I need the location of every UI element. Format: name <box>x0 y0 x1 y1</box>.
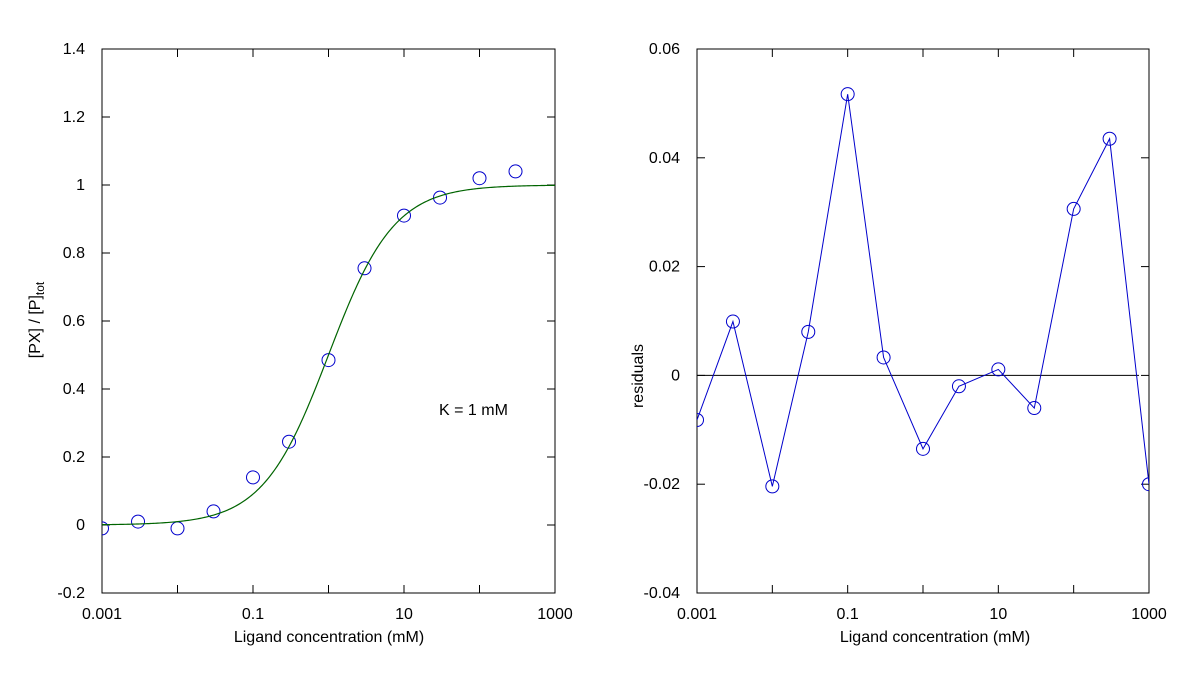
data-point <box>206 504 221 519</box>
x-tick-label: 1000 <box>537 606 573 623</box>
x-tick-label: 0.001 <box>677 606 717 623</box>
plot-frame <box>696 48 1150 594</box>
x-tick-label: 10 <box>989 606 1007 623</box>
left-y-axis-title-main: [PX] / [P] <box>27 295 44 358</box>
data-point <box>170 521 185 536</box>
y-tick-label: 0.2 <box>63 449 85 466</box>
data-point <box>357 261 372 276</box>
left-y-axis-title-sub: tot <box>33 281 47 295</box>
y-tick-label: 0.02 <box>649 259 680 276</box>
y-tick-label: 0.6 <box>63 313 85 330</box>
x-tick-label: 0.001 <box>82 606 122 623</box>
y-tick-label: 0 <box>76 517 85 534</box>
data-point <box>472 171 487 186</box>
x-tick-label: 1000 <box>1131 606 1167 623</box>
y-tick-label: 1 <box>76 177 85 194</box>
fit-curve <box>102 184 555 526</box>
data-point <box>282 434 297 449</box>
y-tick-label: 0.4 <box>63 381 85 398</box>
data-point <box>991 362 1006 377</box>
y-tick-label: 0.06 <box>649 41 680 58</box>
data-point <box>697 413 704 428</box>
left-y-axis-title: [PX] / [P]tot <box>27 281 47 358</box>
right-x-axis-title: Ligand concentration (mM) <box>840 629 1030 646</box>
data-point <box>1066 201 1081 216</box>
plot-area <box>102 164 555 536</box>
residual-line <box>697 94 1149 487</box>
x-tick-label: 0.1 <box>837 606 859 623</box>
data-point <box>508 164 523 179</box>
data-point <box>916 441 930 456</box>
x-tick-label: 10 <box>395 606 413 623</box>
data-point <box>765 479 780 494</box>
plot-frame <box>101 48 556 594</box>
data-point <box>801 324 816 339</box>
data-point <box>102 521 109 536</box>
dissociation-constant-annotation: K = 1 mM <box>439 402 508 419</box>
data-point <box>840 87 855 102</box>
data-point <box>397 208 411 223</box>
y-tick-label: -0.04 <box>644 585 681 602</box>
x-tick-label: 0.1 <box>242 606 264 623</box>
data-point <box>433 190 448 205</box>
data-point <box>1142 477 1149 492</box>
plot-area <box>697 87 1149 494</box>
y-tick-label: -0.2 <box>57 585 85 602</box>
y-tick-label: 1.4 <box>63 41 85 58</box>
data-point <box>876 350 891 365</box>
y-tick-label: 1.2 <box>63 109 85 126</box>
plot-1: -0.04 -0.02 0 0.02 0.04 0.06 0.001 0.1 10 1000 <box>644 41 1167 623</box>
left-chart: Ligand concentration (mM) [PX] / [P]tot … <box>27 281 508 646</box>
right-y-axis-title: residuals <box>630 344 647 408</box>
right-chart: Ligand concentration (mM) residuals <box>630 344 1030 646</box>
y-tick-label: 0.04 <box>649 150 680 167</box>
data-point <box>131 514 146 529</box>
data-point <box>725 314 740 329</box>
y-tick-label: 0.8 <box>63 245 85 262</box>
data-point <box>951 379 966 394</box>
left-x-axis-title: Ligand concentration (mM) <box>234 629 424 646</box>
data-point <box>1027 401 1042 416</box>
y-tick-label: 0 <box>671 367 680 384</box>
plot-0: -0.2 0 0.2 0.4 0.6 0.8 1 1.2 1.4 0.001 0.1 10 1000 <box>57 41 572 623</box>
data-point <box>1102 131 1117 146</box>
data-point <box>246 470 260 485</box>
y-tick-label: -0.02 <box>644 476 681 493</box>
